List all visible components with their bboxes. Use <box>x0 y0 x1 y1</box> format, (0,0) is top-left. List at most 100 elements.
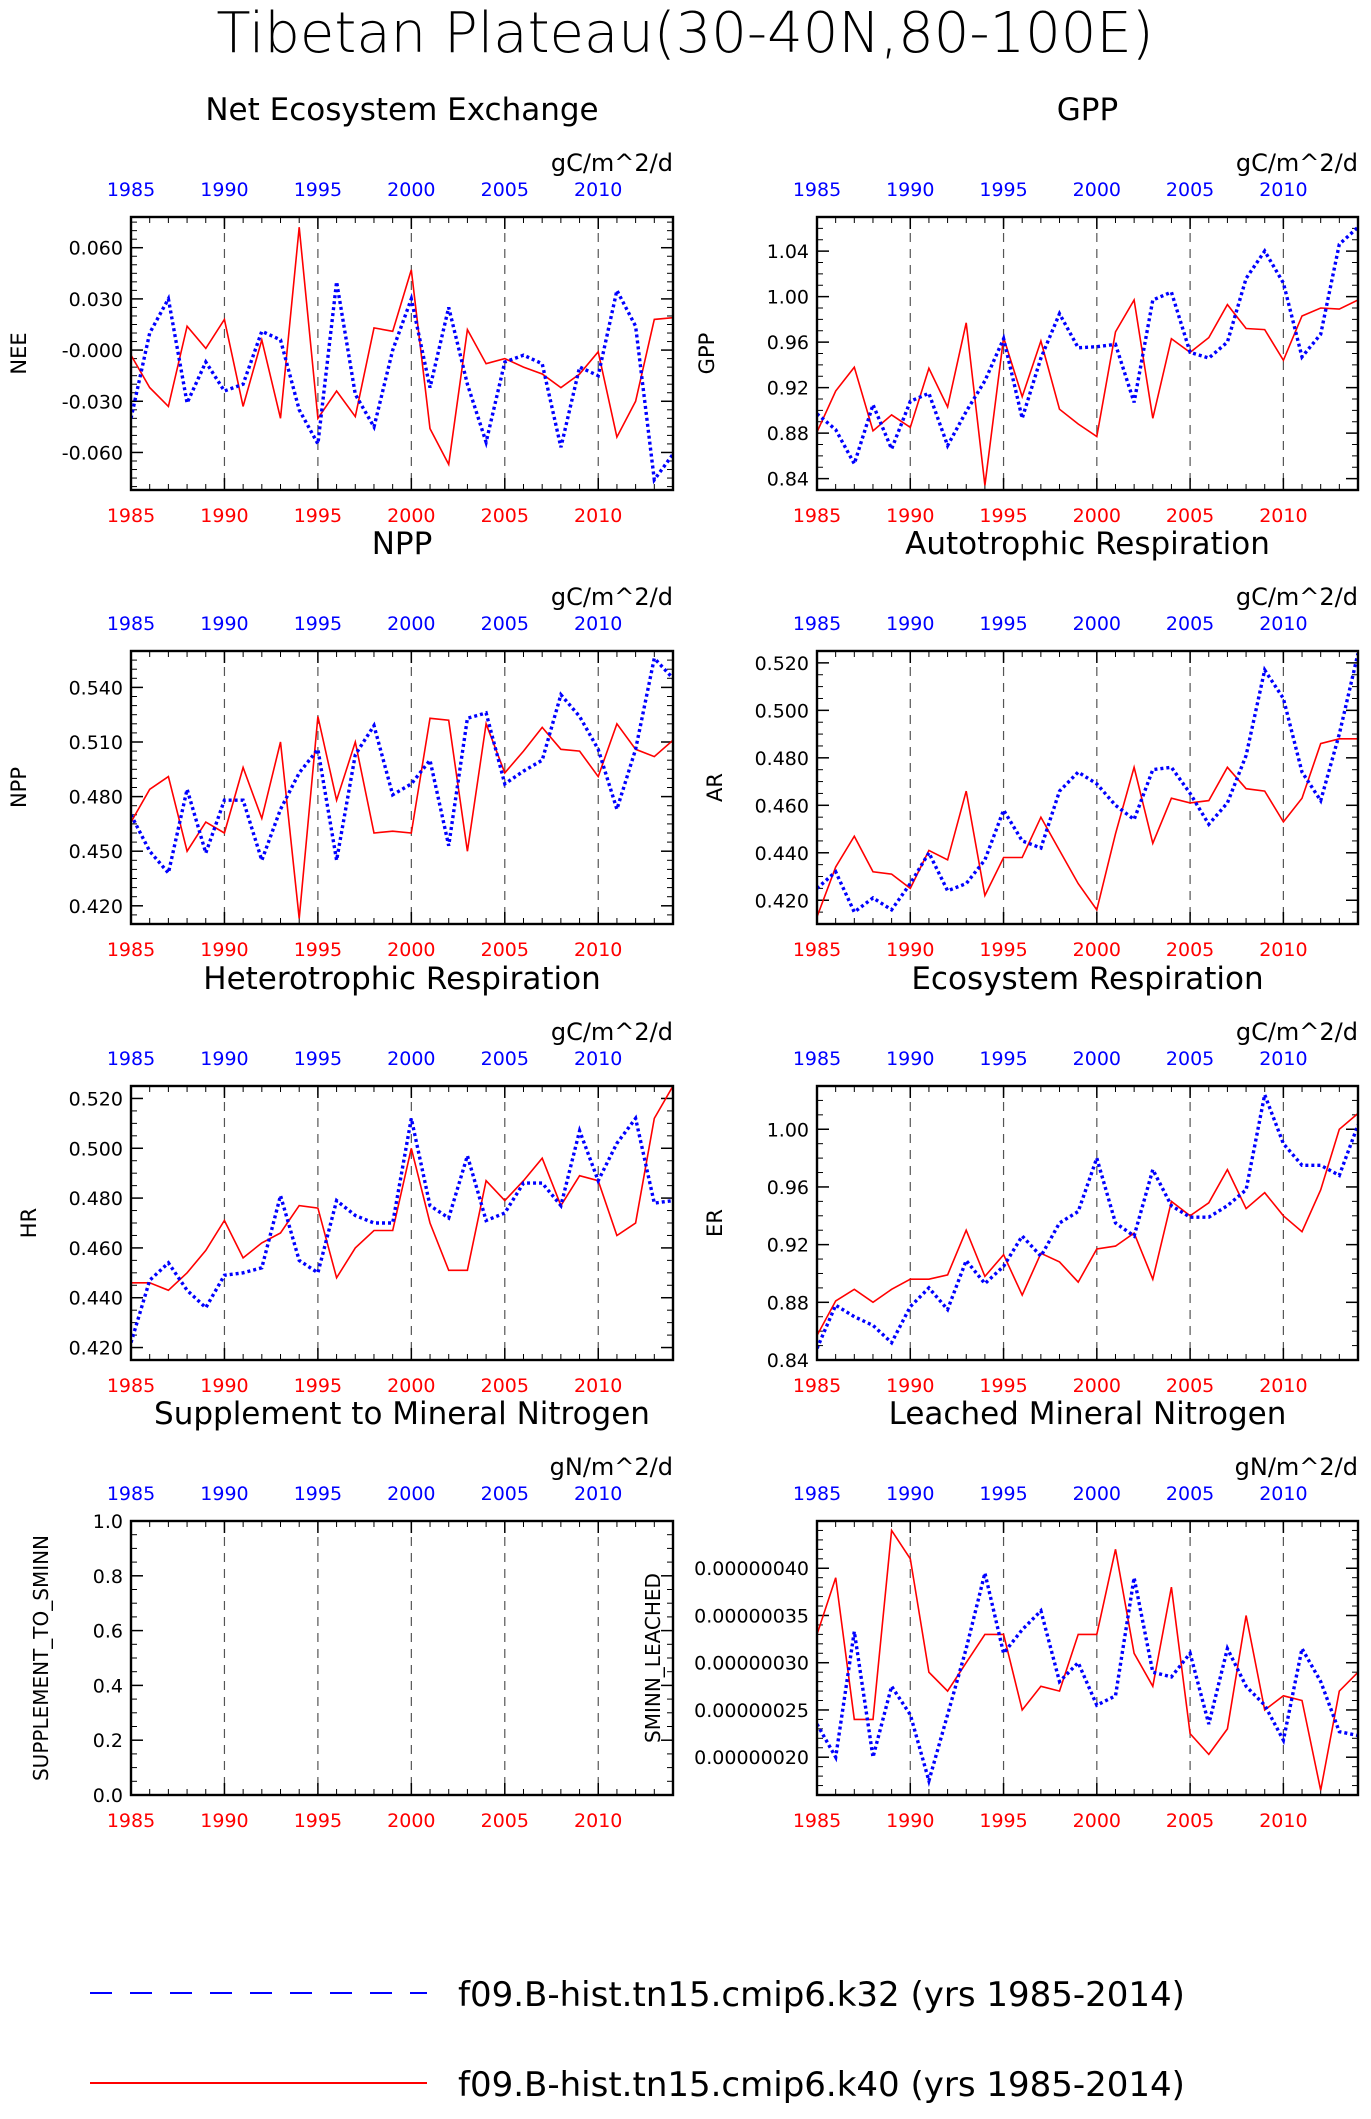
plot-frame <box>815 1084 1360 1362</box>
x-tick-label-bottom: 1990 <box>200 1810 248 1832</box>
y-tick-label: 0.520 <box>69 1088 123 1110</box>
y-tick-label: 0.540 <box>69 677 123 699</box>
panel-1: Net Ecosystem Exchange gC/m^2/d 1985 1985 19… <box>7 92 675 527</box>
x-tick-label-bottom: 2005 <box>481 1810 529 1832</box>
x-tick-label-top: 1990 <box>200 179 248 201</box>
x-tick-label-top: 2000 <box>387 1048 435 1070</box>
y-tick-label: 0.84 <box>767 1350 809 1372</box>
y-tick-label: 0.00000035 <box>694 1605 809 1627</box>
x-tick-label-top: 1985 <box>793 179 841 201</box>
x-tick-label-top: 2005 <box>1166 179 1214 201</box>
y-tick-label: 0.92 <box>767 1235 809 1257</box>
y-tick-label: 0.420 <box>755 890 809 912</box>
x-tick-label-bottom: 2005 <box>481 1375 529 1397</box>
units-label: gC/m^2/d <box>551 583 673 611</box>
plot-frame <box>129 649 675 926</box>
y-axis-label: NPP <box>7 767 31 808</box>
y-tick-label: 0.4 <box>93 1675 123 1697</box>
x-tick-label-top: 2000 <box>1073 1483 1121 1505</box>
series-line-k32 <box>817 1088 1358 1350</box>
x-tick-label-top: 2010 <box>1259 1048 1307 1070</box>
x-tick-label-top: 1995 <box>979 613 1027 635</box>
y-axis-label: NEE <box>7 332 31 374</box>
legend: f09.B-hist.tn15.cmip6.k32 (yrs 1985-2014… <box>90 1975 1185 2105</box>
panel-2: GPP gC/m^2/d 1985 1985 1990 1990 1995 1995 2000 2… <box>695 92 1360 527</box>
units-label: gC/m^2/d <box>1236 1018 1358 1046</box>
panel-3: NPP gC/m^2/d 1985 1985 1990 1990 1995 1995 2000 2… <box>7 526 675 961</box>
y-tick-label: 1.00 <box>767 1119 809 1141</box>
x-tick-label-bottom: 2000 <box>1073 505 1121 527</box>
x-tick-label-top: 1985 <box>793 613 841 635</box>
x-tick-label-bottom: 1990 <box>886 1810 934 1832</box>
panel-title: Leached Mineral Nitrogen <box>889 1396 1287 1432</box>
x-tick-label-bottom: 2010 <box>574 505 622 527</box>
x-tick-label-bottom: 1985 <box>107 939 155 961</box>
x-tick-label-bottom: 2005 <box>481 939 529 961</box>
panel-5: Heterotrophic Respiration gC/m^2/d 1985 198… <box>17 961 675 1397</box>
y-tick-label: 0.0 <box>93 1785 123 1807</box>
panel-title: Ecosystem Respiration <box>911 961 1263 997</box>
units-label: gN/m^2/d <box>550 1453 673 1481</box>
x-tick-label-top: 2010 <box>1259 179 1307 201</box>
x-tick-label-top: 1990 <box>200 1483 248 1505</box>
x-tick-label-bottom: 1985 <box>793 939 841 961</box>
y-tick-label: 1.0 <box>93 1511 123 1533</box>
x-tick-label-bottom: 2010 <box>1259 1375 1307 1397</box>
x-tick-label-bottom: 2005 <box>1166 939 1214 961</box>
y-tick-label: 0.88 <box>767 423 809 445</box>
x-tick-label-bottom: 1990 <box>200 939 248 961</box>
y-tick-label: 0.84 <box>767 469 809 491</box>
x-tick-label-bottom: 2000 <box>387 939 435 961</box>
x-tick-label-top: 1995 <box>979 179 1027 201</box>
x-tick-label-bottom: 2000 <box>387 505 435 527</box>
y-tick-label: 0.460 <box>755 795 809 817</box>
x-tick-label-bottom: 1985 <box>107 1375 155 1397</box>
y-tick-label: -0.060 <box>62 442 123 464</box>
units-label: gC/m^2/d <box>551 149 673 177</box>
series-line-k40 <box>817 297 1358 486</box>
plot-frame <box>815 649 1360 926</box>
panel-8: Leached Mineral Nitrogen gN/m^2/d 1985 1985… <box>641 1396 1360 1832</box>
x-tick-label-bottom: 1985 <box>793 1375 841 1397</box>
x-tick-label-top: 1985 <box>107 179 155 201</box>
series-line-k40 <box>817 737 1358 918</box>
y-tick-label: 0.520 <box>755 653 809 675</box>
y-tick-label: 0.510 <box>69 732 123 754</box>
x-tick-label-top: 2000 <box>1073 179 1121 201</box>
x-tick-label-top: 1990 <box>886 1048 934 1070</box>
y-tick-label: 1.00 <box>767 287 809 309</box>
x-tick-label-bottom: 1995 <box>294 505 342 527</box>
x-tick-label-bottom: 1995 <box>979 505 1027 527</box>
x-tick-label-bottom: 2000 <box>1073 1810 1121 1832</box>
series-line-k32 <box>817 653 1358 915</box>
x-tick-label-top: 1985 <box>107 1483 155 1505</box>
x-tick-label-top: 1995 <box>294 613 342 635</box>
x-tick-label-bottom: 2010 <box>574 939 622 961</box>
panel-4: Autotrophic Respiration gC/m^2/d 1985 1985 1… <box>703 526 1360 961</box>
y-tick-label: 0.00000040 <box>694 1558 809 1580</box>
units-label: gC/m^2/d <box>1236 583 1358 611</box>
x-tick-label-top: 2005 <box>1166 1483 1214 1505</box>
series-line-k40 <box>817 1112 1358 1336</box>
series-line-k32 <box>817 225 1358 469</box>
panel-title: GPP <box>1057 92 1118 128</box>
y-tick-label: 0.420 <box>69 1338 123 1360</box>
y-axis-label: ER <box>703 1209 727 1237</box>
series-line-k40 <box>817 1528 1358 1791</box>
series-line-k40 <box>131 227 673 467</box>
x-tick-label-bottom: 1985 <box>107 1810 155 1832</box>
x-tick-label-bottom: 1985 <box>107 505 155 527</box>
x-tick-label-bottom: 2010 <box>1259 1810 1307 1832</box>
x-tick-label-top: 1995 <box>979 1048 1027 1070</box>
x-tick-label-top: 2010 <box>574 613 622 635</box>
x-tick-label-bottom: 2000 <box>1073 1375 1121 1397</box>
panel-title: Heterotrophic Respiration <box>203 961 600 997</box>
x-tick-label-bottom: 1995 <box>979 939 1027 961</box>
x-tick-label-top: 2005 <box>481 179 529 201</box>
y-tick-label: 0.440 <box>69 1288 123 1310</box>
x-tick-label-top: 2000 <box>1073 1048 1121 1070</box>
units-label: gC/m^2/d <box>551 1018 673 1046</box>
x-tick-label-top: 1990 <box>200 613 248 635</box>
series-line-k32 <box>131 281 673 485</box>
